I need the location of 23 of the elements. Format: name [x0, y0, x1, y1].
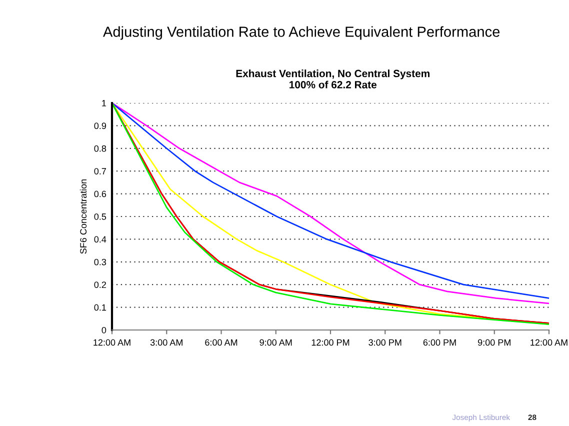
x-tick-label: 3:00 PM [368, 339, 402, 346]
x-tick-label: 9:00 PM [478, 339, 510, 346]
x-tick-label: 6:00 AM [205, 339, 238, 346]
x-tick-label: 9:00 AM [260, 339, 292, 346]
x-tick-label: 6:00 PM [423, 339, 456, 346]
y-tick-label: 0 [102, 326, 106, 334]
y-tick-label: 1 [102, 100, 106, 106]
y-tick-label: 0.5 [94, 213, 106, 220]
y-tick-label: 0.9 [94, 122, 106, 130]
y-tick-label: 0.1 [94, 304, 106, 311]
y-tick-label: 0.8 [94, 145, 106, 152]
y-tick-label: 0.2 [94, 282, 106, 288]
x-tick-label: 12:00 AM [94, 339, 130, 346]
y-tick-label: 0.4 [94, 236, 106, 243]
x-tick-label: 3:00 AM [150, 339, 182, 346]
y-axis-title: SF6 Concentration [80, 179, 87, 254]
y-tick-label: 0.7 [94, 168, 106, 174]
chart-title: Adjusting Ventilation Rate to Achieve Equivalent Performance [102, 26, 500, 40]
y-tick-label: 0.3 [94, 258, 106, 266]
y-tick-label: 0.6 [94, 190, 106, 198]
x-tick-label: 12:00 PM [312, 339, 350, 346]
x-tick-label: 12:00 AM [530, 339, 568, 346]
chart-subtitle: Exhaust Ventilation, No Central System 100% of 62.2 Rate [236, 70, 430, 88]
